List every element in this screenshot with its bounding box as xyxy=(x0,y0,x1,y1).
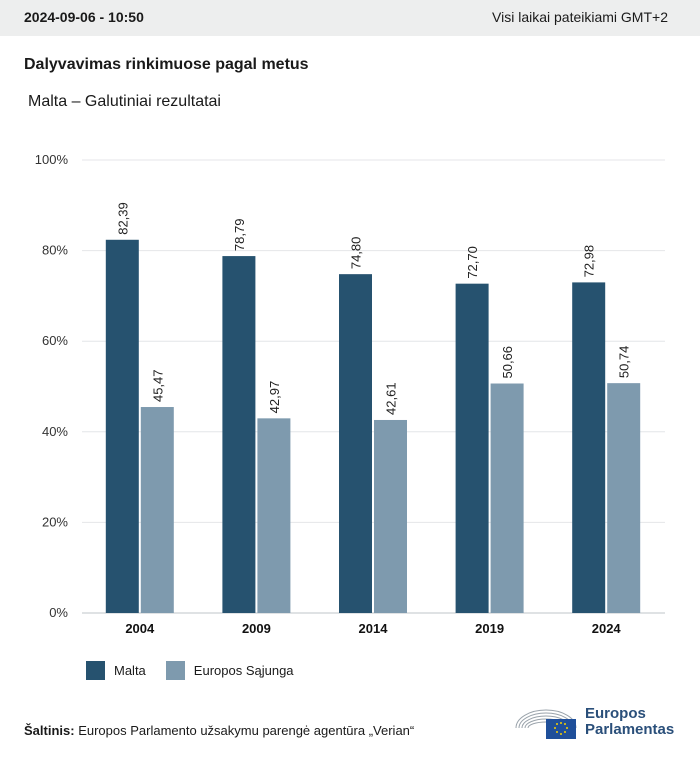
data-label: 42,61 xyxy=(384,382,399,415)
parliament-emblem-icon xyxy=(515,709,577,739)
y-tick-label: 100% xyxy=(35,152,69,167)
data-label: 50,74 xyxy=(617,346,632,379)
x-tick-label: 2014 xyxy=(359,621,389,636)
x-tick-label: 2019 xyxy=(475,621,504,636)
y-tick-label: 80% xyxy=(42,243,68,258)
bar xyxy=(455,283,489,613)
top-bar: 2024-09-06 - 10:50 Visi laikai pateikiam… xyxy=(0,0,700,36)
legend: Malta Europos Sąjunga xyxy=(86,661,314,680)
x-tick-label: 2009 xyxy=(242,621,271,636)
data-label: 72,98 xyxy=(582,245,597,278)
legend-swatch-eu xyxy=(165,661,185,680)
legend-label-eu: Europos Sąjunga xyxy=(193,663,294,678)
legend-item-malta[interactable]: Malta xyxy=(86,661,146,680)
y-tick-label: 20% xyxy=(42,514,68,529)
data-label: 42,97 xyxy=(267,381,282,414)
bar xyxy=(140,407,174,613)
x-tick-label: 2024 xyxy=(592,621,622,636)
x-tick-label: 2004 xyxy=(125,621,155,636)
bar xyxy=(374,419,407,613)
legend-label-malta: Malta xyxy=(114,663,146,678)
bar xyxy=(572,282,606,613)
timezone-note: Visi laikai pateikiami GMT+2 xyxy=(492,9,668,25)
data-label: 74,80 xyxy=(349,237,364,270)
source-note: Šaltinis: Europos Parlamento užsakymu pa… xyxy=(24,723,414,738)
chart-title: Dalyvavimas rinkimuose pagal metus xyxy=(24,56,309,73)
datetime: 2024-09-06 - 10:50 xyxy=(24,9,144,25)
bar xyxy=(339,274,372,613)
bar xyxy=(257,418,291,613)
data-label: 82,39 xyxy=(115,202,130,235)
bar-chart: 0% 20% 40% 60% 80% 100% 82,39 45,47 2004 78,79 42,… xyxy=(35,152,665,636)
y-tick-label: 40% xyxy=(42,424,68,439)
data-label: 78,79 xyxy=(232,219,247,252)
logo-line-1: Europos xyxy=(585,705,646,722)
bar xyxy=(490,383,524,613)
data-label: 45,47 xyxy=(150,369,165,402)
logo-line-2: Parlamentas xyxy=(585,721,675,738)
bar xyxy=(607,383,641,613)
european-parliament-logo: Europos Parlamentas xyxy=(513,701,683,743)
source-label: Šaltinis: xyxy=(24,723,75,738)
legend-swatch-malta xyxy=(86,661,105,680)
y-tick-label: 0% xyxy=(49,605,68,620)
data-label: 72,70 xyxy=(465,246,480,279)
chart-subtitle: Malta – Galutiniai rezultatai xyxy=(28,93,221,110)
legend-item-eu[interactable]: Europos Sąjunga xyxy=(165,661,294,680)
y-tick-label: 60% xyxy=(42,333,68,348)
data-label: 50,66 xyxy=(500,346,515,379)
bar xyxy=(222,256,256,613)
source-text: Europos Parlamento užsakymu parengė agen… xyxy=(78,723,415,738)
bar xyxy=(105,239,139,613)
